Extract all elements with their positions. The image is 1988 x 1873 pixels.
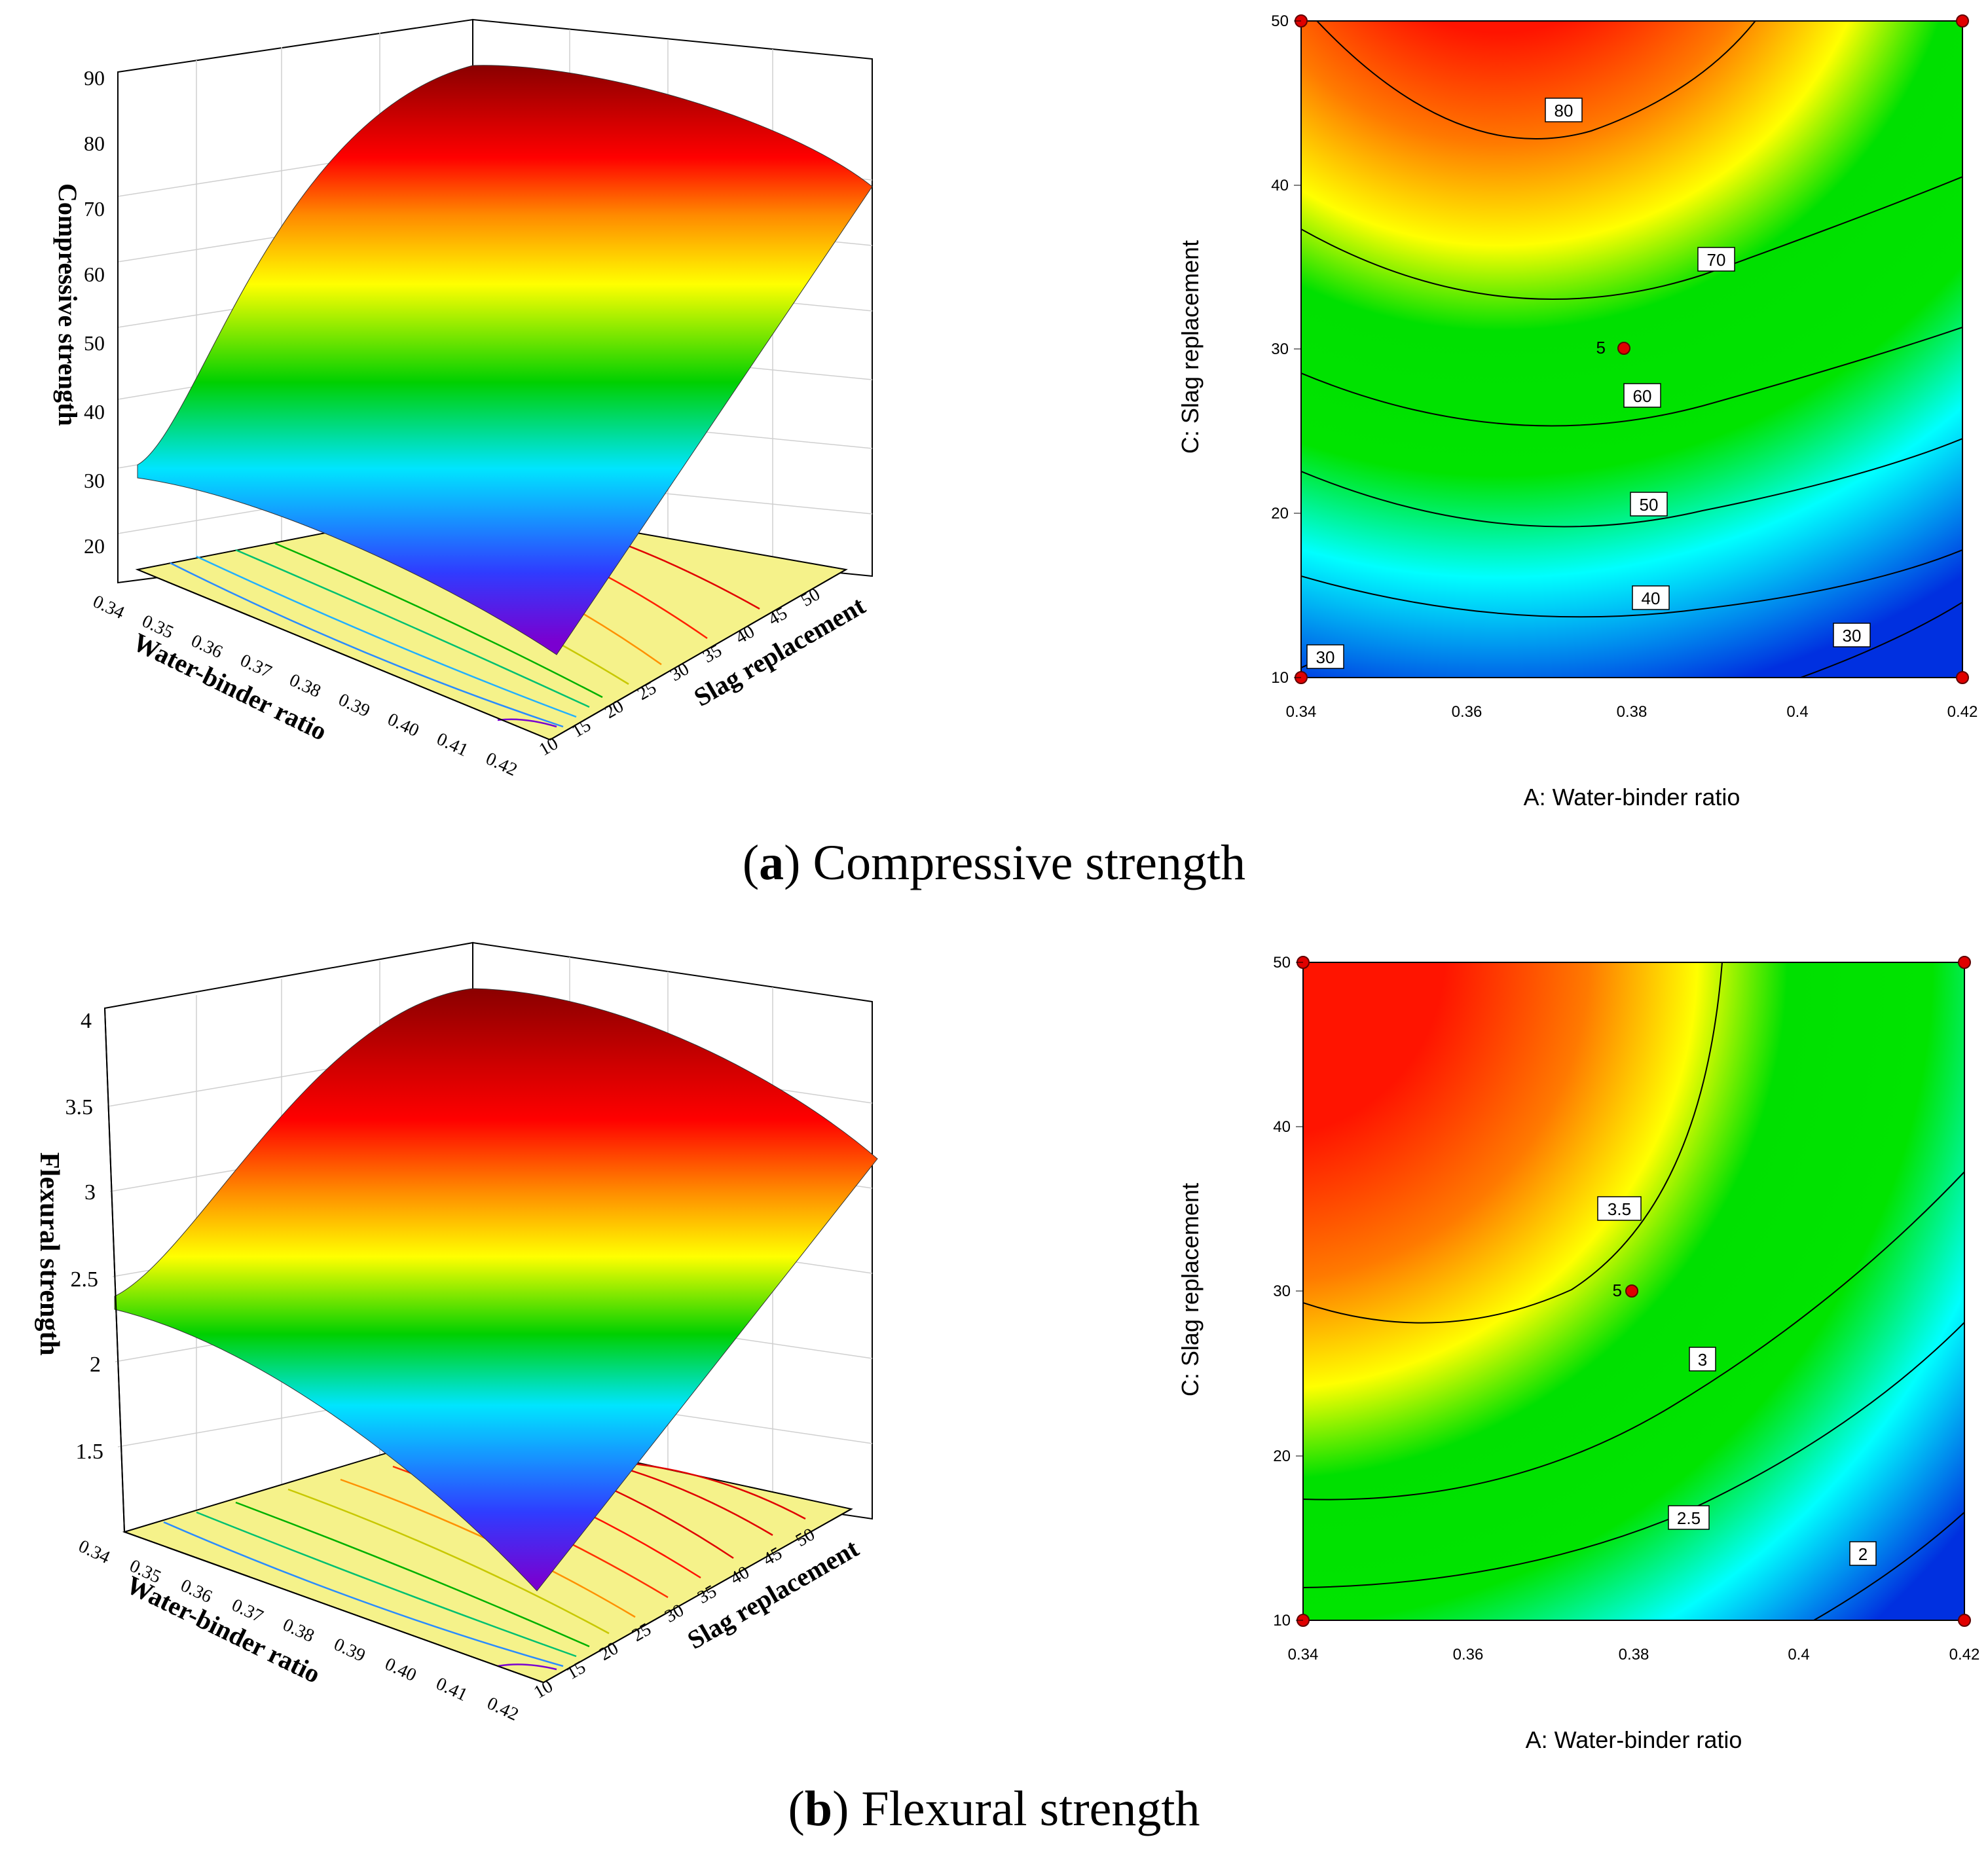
z-tick: 2.5: [71, 1267, 99, 1292]
z-ticks-a: 90 80 70 60 50 40 30 20: [84, 66, 105, 558]
y-tick: 10: [1271, 669, 1289, 687]
x-axis-label-contour-b: A: Water-binder ratio: [1526, 1726, 1742, 1753]
contour-labels-b: 3.5 3 2.5 2: [1597, 1196, 1877, 1566]
x-tick: 0.40: [382, 1654, 420, 1686]
z-tick: 4: [81, 1009, 92, 1033]
z-tick: 90: [84, 66, 105, 90]
x-tick: 0.41: [433, 729, 471, 761]
x-tick: 0.38: [280, 1614, 318, 1646]
center-point-label-a: 5: [1596, 338, 1606, 357]
response-surface: [137, 65, 873, 655]
contour-label: 60: [1633, 386, 1652, 406]
contour-label: 80: [1555, 101, 1574, 120]
x-tick: 0.36: [1453, 1646, 1484, 1664]
contour-label: 3.5: [1608, 1199, 1631, 1219]
contour-chart-b: 3.5 3 2.5 2 5 50 40 30 20 10 0.34 0.36 0…: [1177, 954, 1980, 1753]
y-tick: 20: [1271, 505, 1289, 522]
x-axis-b: [124, 1531, 544, 1683]
design-point: [1958, 1614, 1971, 1627]
contour-label: 30: [1843, 626, 1862, 646]
y-tick: 40: [1273, 1118, 1291, 1136]
x-ticks-contour-a: 0.34 0.36 0.38 0.4 0.42: [1286, 703, 1978, 721]
y-tick: 20: [1273, 1447, 1291, 1465]
contour-label: 3: [1698, 1350, 1707, 1370]
x-tick: 0.42: [484, 1693, 522, 1725]
y-tick: 30: [1271, 340, 1289, 358]
design-point: [1958, 956, 1971, 969]
contour-label: 30: [1316, 647, 1335, 667]
y-tick: 10: [1273, 1612, 1291, 1629]
z-tick: 2: [90, 1353, 101, 1377]
x-tick: 0.36: [1452, 703, 1482, 721]
contour-chart-a: 80 70 60 50 40 30 30 5 50 40 30 20 10 0.…: [1177, 12, 1978, 810]
z-tick: 3.5: [65, 1095, 94, 1119]
center-point: [1617, 342, 1630, 355]
surface-chart-a: 90 80 70 60 50 40 30 20 0.34 0.35 0.36 0…: [53, 18, 873, 780]
y-tick: 10: [530, 1676, 557, 1703]
z-tick: 20: [84, 534, 105, 558]
y-tick: 50: [1271, 12, 1289, 30]
z-tick: 70: [84, 197, 105, 221]
contour-plot-area-a: [1300, 20, 1963, 678]
y-axis-label-contour-b: C: Slag replacement: [1177, 1183, 1204, 1396]
contour-labels-a: 80 70 60 50 40 30 30: [1306, 98, 1871, 669]
y-tick: 50: [1273, 954, 1291, 972]
x-tick: 0.34: [1288, 1646, 1319, 1664]
design-point: [1956, 671, 1969, 684]
center-point-label-b: 5: [1613, 1281, 1622, 1300]
y-axis-label-contour-a: C: Slag replacement: [1177, 240, 1204, 454]
center-point: [1625, 1284, 1638, 1298]
contour-label: 50: [1640, 495, 1659, 515]
y-ticks-contour-a: 50 40 30 20 10: [1271, 12, 1301, 687]
caption-a: (a) Compressive strength: [742, 835, 1246, 890]
x-tick: 0.42: [1949, 1646, 1980, 1664]
x-tick: 0.42: [1947, 703, 1978, 721]
x-tick: 0.34: [90, 591, 128, 623]
z-tick: 30: [84, 469, 105, 492]
x-tick: 0.34: [1286, 703, 1317, 721]
x-axis-a: [137, 569, 551, 740]
contour-label: 2: [1858, 1544, 1868, 1564]
x-tick: 0.38: [286, 670, 324, 702]
design-points-a: [1295, 14, 1969, 684]
z-tick: 80: [84, 132, 105, 155]
z-axis-label-b: Flexural strength: [34, 1152, 64, 1356]
x-tick: 0.40: [384, 709, 422, 741]
x-tick: 0.4: [1788, 1646, 1809, 1664]
y-tick: 30: [1273, 1282, 1291, 1300]
z-tick: 40: [84, 400, 105, 424]
contour-label: 70: [1707, 250, 1726, 270]
y-ticks-contour-b: 50 40 30 20 10: [1273, 954, 1303, 1629]
contour-label: 40: [1642, 589, 1661, 608]
surface-chart-b: 4 3.5 3 2.5 2 1.5 0.34 0.35 0.36 0.37 0.…: [34, 941, 878, 1725]
z-tick: 3: [84, 1180, 96, 1205]
x-tick: 0.41: [433, 1673, 471, 1705]
caption-b: (b) Flexural strength: [788, 1781, 1200, 1836]
response-surface: [114, 988, 878, 1591]
contour-label: 2.5: [1677, 1508, 1701, 1528]
z-tick: 50: [84, 331, 105, 355]
y-axis-b: [543, 1508, 852, 1683]
design-point: [1956, 14, 1969, 27]
z-axis-b: [104, 1008, 125, 1533]
z-tick: 1.5: [76, 1440, 104, 1464]
x-tick: 0.34: [75, 1536, 113, 1568]
y-axis-a: [549, 569, 847, 740]
x-tick: 0.38: [1617, 703, 1647, 721]
x-ticks-contour-b: 0.34 0.36 0.38 0.4 0.42: [1288, 1646, 1980, 1664]
x-tick: 0.39: [335, 689, 373, 721]
x-tick: 0.42: [483, 748, 521, 780]
x-tick: 0.4: [1786, 703, 1808, 721]
design-points-b: [1297, 956, 1971, 1627]
x-tick: 0.38: [1619, 1646, 1649, 1664]
x-axis-label-contour-a: A: Water-binder ratio: [1524, 784, 1740, 810]
contour-lines-a: [1301, 21, 1962, 678]
y-tick: 10: [536, 733, 562, 760]
z-axis-label-a: Compressive strength: [53, 183, 83, 426]
x-tick: 0.39: [331, 1634, 369, 1666]
z-tick: 60: [84, 263, 105, 286]
y-tick: 40: [1271, 177, 1289, 194]
z-ticks-b: 4 3.5 3 2.5 2 1.5: [65, 1009, 104, 1464]
